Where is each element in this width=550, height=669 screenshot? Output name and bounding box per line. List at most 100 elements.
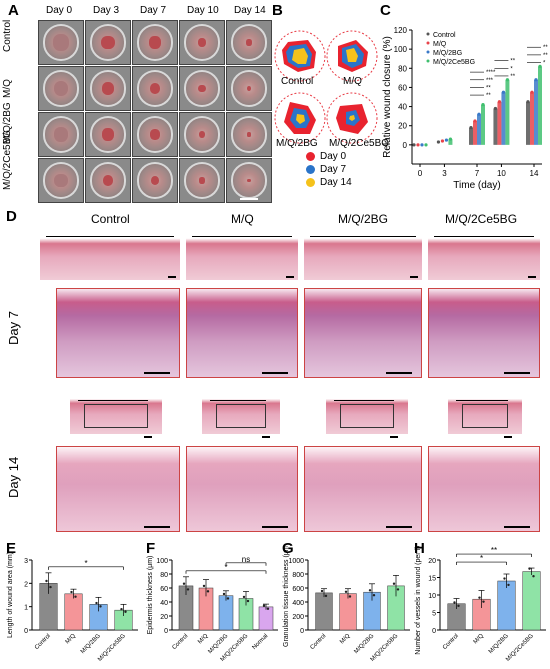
bar xyxy=(258,606,274,631)
data-point xyxy=(503,577,506,580)
data-point xyxy=(436,140,441,144)
he-zoom-day7 xyxy=(428,288,540,378)
panel-e-label: E xyxy=(6,540,17,557)
significance-label: * xyxy=(543,61,546,67)
data-point xyxy=(368,589,372,592)
panel-a-day-header: Day 3 xyxy=(93,5,120,16)
panel-d-group-1: M/Q xyxy=(231,212,254,226)
data-point xyxy=(505,78,510,82)
data-point xyxy=(99,605,102,608)
y-tick-label: 5 xyxy=(432,611,436,618)
zoom-region-frame xyxy=(462,404,508,428)
data-point xyxy=(344,590,348,593)
panel-a-group-label: M/Q xyxy=(2,79,13,98)
y-axis-label: Granulation tissue thickness (μm) xyxy=(283,546,290,647)
y-tick-label: 0 xyxy=(164,628,168,635)
petri-ring xyxy=(42,162,80,199)
significance-label: * xyxy=(224,563,227,572)
data-point xyxy=(45,579,48,583)
wound-width-arrow xyxy=(78,400,148,401)
data-point xyxy=(202,584,206,588)
he-zoom-day14 xyxy=(186,446,298,532)
wound-photo xyxy=(132,66,178,111)
scale-bar xyxy=(286,276,294,278)
y-tick-label: 60 xyxy=(398,83,407,92)
legend-dot xyxy=(306,165,315,174)
wound-photo xyxy=(179,20,225,65)
wound-width-arrow xyxy=(192,236,292,237)
wound-area xyxy=(246,39,252,46)
x-tick-label: M/Q/2BG xyxy=(488,633,510,655)
wound-area xyxy=(53,80,69,97)
wound-area xyxy=(149,82,161,95)
legend-label: M/Q/2BG xyxy=(433,50,462,57)
significance-label: ** xyxy=(491,546,497,555)
wound-photo xyxy=(85,112,131,157)
x-tick-label: Control xyxy=(171,633,189,651)
data-point xyxy=(534,78,538,82)
wound-width-arrow xyxy=(46,236,174,237)
y-tick-label: 200 xyxy=(292,614,304,621)
he-zoom-day7 xyxy=(186,288,298,378)
wound-photo xyxy=(38,20,84,65)
data-point xyxy=(74,595,77,598)
he-zoom-day14 xyxy=(428,446,540,532)
bar xyxy=(218,595,234,631)
legend-marker xyxy=(426,32,430,36)
wound-area xyxy=(150,175,160,186)
y-tick-label: 60 xyxy=(160,586,168,593)
y-tick-label: 3 xyxy=(24,558,28,565)
panel-g-label: G xyxy=(282,540,294,557)
bar xyxy=(497,580,516,631)
data-point xyxy=(49,585,52,589)
petri-ring xyxy=(42,70,80,107)
scale-bar xyxy=(386,526,412,528)
wound-area xyxy=(198,131,206,138)
wound-area xyxy=(101,82,115,95)
scale-bar xyxy=(144,372,170,374)
panel-d-label: D xyxy=(6,208,17,225)
x-tick-label: Control xyxy=(309,633,327,651)
wound-photo xyxy=(85,66,131,111)
trace-mq2ce5bg xyxy=(326,92,378,144)
legend-label: Control xyxy=(433,32,456,39)
wound-photo xyxy=(226,66,272,111)
panel-h-label: H xyxy=(414,540,425,557)
x-tick-label: Control xyxy=(34,633,52,651)
data-point xyxy=(538,64,542,68)
wound-area xyxy=(150,129,160,140)
wound-photo xyxy=(179,158,225,203)
series-bar xyxy=(505,79,510,145)
x-tick-label: 14 xyxy=(530,169,539,178)
data-point xyxy=(222,592,226,596)
scale-bar xyxy=(144,436,152,438)
panel-b-group-1: M/Q xyxy=(343,76,362,87)
wound-width-arrow xyxy=(310,236,416,237)
panel-b-group-3: M/Q/2Ce5BG xyxy=(329,138,390,149)
trace-mq2bg xyxy=(274,92,326,144)
wound-area xyxy=(199,177,205,184)
series-bar xyxy=(473,120,477,145)
legend-label: Day 7 xyxy=(320,164,347,175)
significance-label: ns xyxy=(242,555,250,564)
panel-f-label: F xyxy=(146,540,156,557)
he-overview-day14 xyxy=(448,390,522,434)
series-bar xyxy=(534,79,538,145)
legend-label: M/Q/2Ce5BG xyxy=(433,59,475,66)
x-tick-label: 7 xyxy=(475,169,480,178)
data-point xyxy=(120,607,123,611)
he-zoom-day7 xyxy=(304,288,422,378)
wound-area xyxy=(54,173,68,188)
y-tick-label: 20 xyxy=(428,558,436,565)
wound-area xyxy=(149,36,161,49)
legend-marker xyxy=(426,59,430,63)
legend-label: M/Q xyxy=(433,41,447,48)
scale-bar xyxy=(168,276,176,278)
scale-bar xyxy=(410,276,418,278)
y-tick-label: 800 xyxy=(292,572,304,579)
x-tick-label: M/Q/2BG xyxy=(353,633,375,655)
y-tick-label: 0 xyxy=(432,628,436,635)
series-bar xyxy=(448,139,453,145)
series-bar xyxy=(501,92,506,145)
wound-width-arrow xyxy=(334,400,394,401)
